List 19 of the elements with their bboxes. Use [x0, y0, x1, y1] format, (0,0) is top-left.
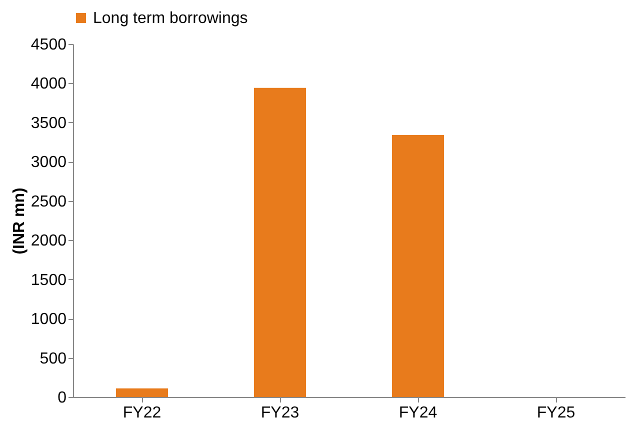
y-tick-label: 3000: [30, 154, 67, 172]
y-tick-label: 500: [40, 350, 67, 368]
bar: [116, 388, 168, 397]
y-tick-label: 2000: [30, 232, 67, 250]
y-tick-label: 4000: [30, 76, 67, 93]
y-tick-label: 2500: [30, 193, 67, 210]
y-tick-label: 1500: [30, 272, 67, 289]
bar: [254, 88, 306, 397]
x-tick-label: FY22: [122, 404, 162, 422]
x-tick-label: FY24: [398, 404, 438, 422]
bar: [392, 134, 444, 397]
x-tick-label: FY23: [260, 404, 300, 422]
x-tick-label: FY25: [536, 404, 576, 422]
y-tick-label: 3500: [30, 114, 67, 132]
y-tick-label: 4500: [30, 36, 67, 54]
y-tick-label: 0: [58, 390, 67, 406]
y-tick-label: 1000: [30, 311, 67, 328]
legend-label: Long term borrowings: [93, 10, 248, 27]
y-axis-title: (INR mn): [10, 188, 28, 254]
